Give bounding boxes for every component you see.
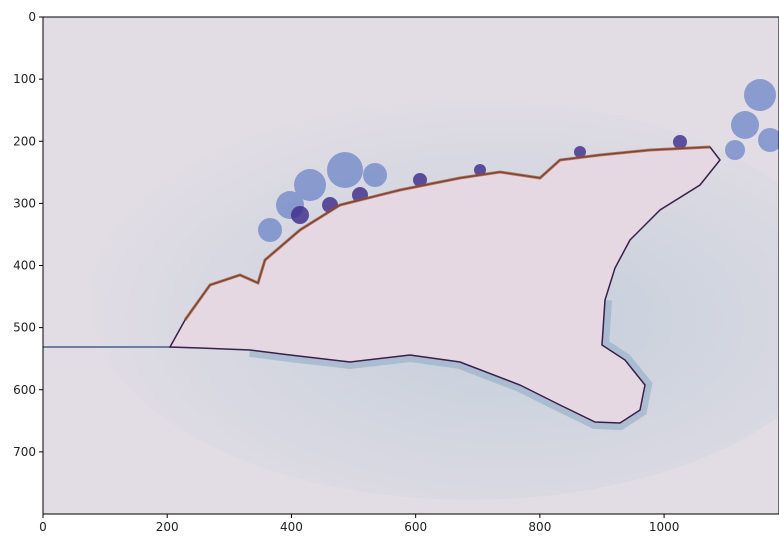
y-tick-label: 0: [28, 10, 36, 24]
y-tick-label: 300: [13, 196, 36, 210]
chart: 0 200 400 600 800 1000 0 100 200 300 400 500 600 700: [0, 0, 779, 535]
y-tick-label: 700: [13, 445, 36, 459]
y-tick-label: 200: [13, 134, 36, 148]
x-tick-label: 800: [528, 520, 551, 534]
x-tick-label: 1000: [649, 520, 680, 534]
image: [43, 17, 779, 514]
y-tick-label: 500: [13, 321, 36, 335]
x-tick-label: 0: [39, 520, 47, 534]
x-tick-label: 400: [280, 520, 303, 534]
x-tick-label: 200: [156, 520, 179, 534]
y-tick-label: 400: [13, 259, 36, 273]
y-tick-label: 100: [13, 72, 36, 86]
x-tick-label: 600: [404, 520, 427, 534]
y-tick-label: 600: [13, 383, 36, 397]
